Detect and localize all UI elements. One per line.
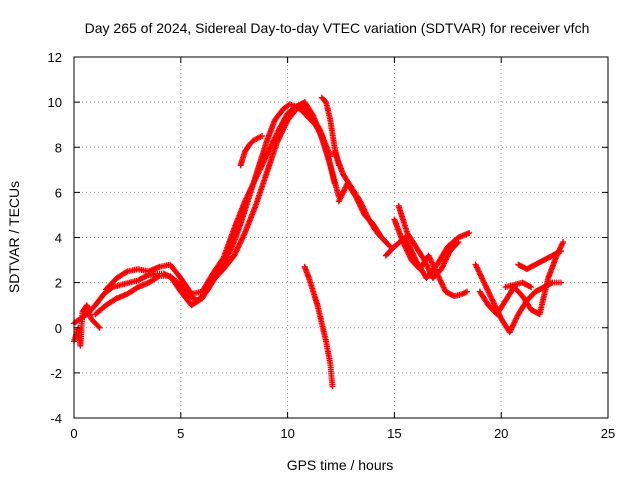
data-point xyxy=(386,242,393,249)
data-point xyxy=(258,132,265,139)
data-point xyxy=(327,153,334,160)
series-band-o xyxy=(71,302,103,349)
data-point xyxy=(560,239,567,246)
x-tick-label: 0 xyxy=(70,426,77,441)
series-band-d xyxy=(237,132,265,169)
series-band-i xyxy=(395,202,462,282)
y-tick-label: 6 xyxy=(55,185,62,200)
data-point xyxy=(315,124,322,131)
series-band-h xyxy=(382,229,473,282)
x-axis-label: GPS time / hours xyxy=(287,457,394,473)
ticks: 0 5 10 15 20 25 -4 -2 0 2 4 6 8 10 12 xyxy=(48,50,616,441)
data-point xyxy=(464,288,471,295)
y-tick-label: -4 xyxy=(50,411,62,426)
y-tick-label: 2 xyxy=(55,276,62,291)
data-point xyxy=(558,248,565,255)
data-point xyxy=(155,273,162,280)
series-band-c xyxy=(92,103,334,318)
data-point xyxy=(329,383,336,390)
data-point xyxy=(558,279,565,286)
y-tick-label: 8 xyxy=(55,140,62,155)
data-point xyxy=(455,239,462,246)
scatter-series xyxy=(71,94,567,390)
series-band-n xyxy=(301,263,336,390)
data-point xyxy=(454,240,461,247)
grid xyxy=(74,57,608,418)
y-tick-label: -2 xyxy=(50,366,62,381)
data-point xyxy=(528,284,535,291)
x-tick-label: 5 xyxy=(177,426,184,441)
series-band-f xyxy=(335,180,394,250)
data-point xyxy=(335,162,342,169)
data-point xyxy=(96,324,103,331)
chart-title: Day 265 of 2024, Sidereal Day-to-day VTE… xyxy=(85,20,590,36)
y-axis-label: SDTVAR / TECUs xyxy=(6,181,22,293)
x-tick-label: 25 xyxy=(601,426,615,441)
y-tick-label: 10 xyxy=(48,95,62,110)
x-tick-label: 10 xyxy=(280,426,294,441)
y-tick-label: 0 xyxy=(55,321,62,336)
y-tick-label: 4 xyxy=(55,231,62,246)
series-band-m xyxy=(502,279,535,291)
data-point xyxy=(123,269,130,276)
series-band-p xyxy=(318,94,342,169)
x-tick-label: 20 xyxy=(494,426,508,441)
data-point xyxy=(466,229,473,236)
y-tick-label: 12 xyxy=(48,50,62,65)
x-tick-label: 15 xyxy=(387,426,401,441)
series-band-l xyxy=(515,248,565,273)
data-point xyxy=(95,323,102,330)
